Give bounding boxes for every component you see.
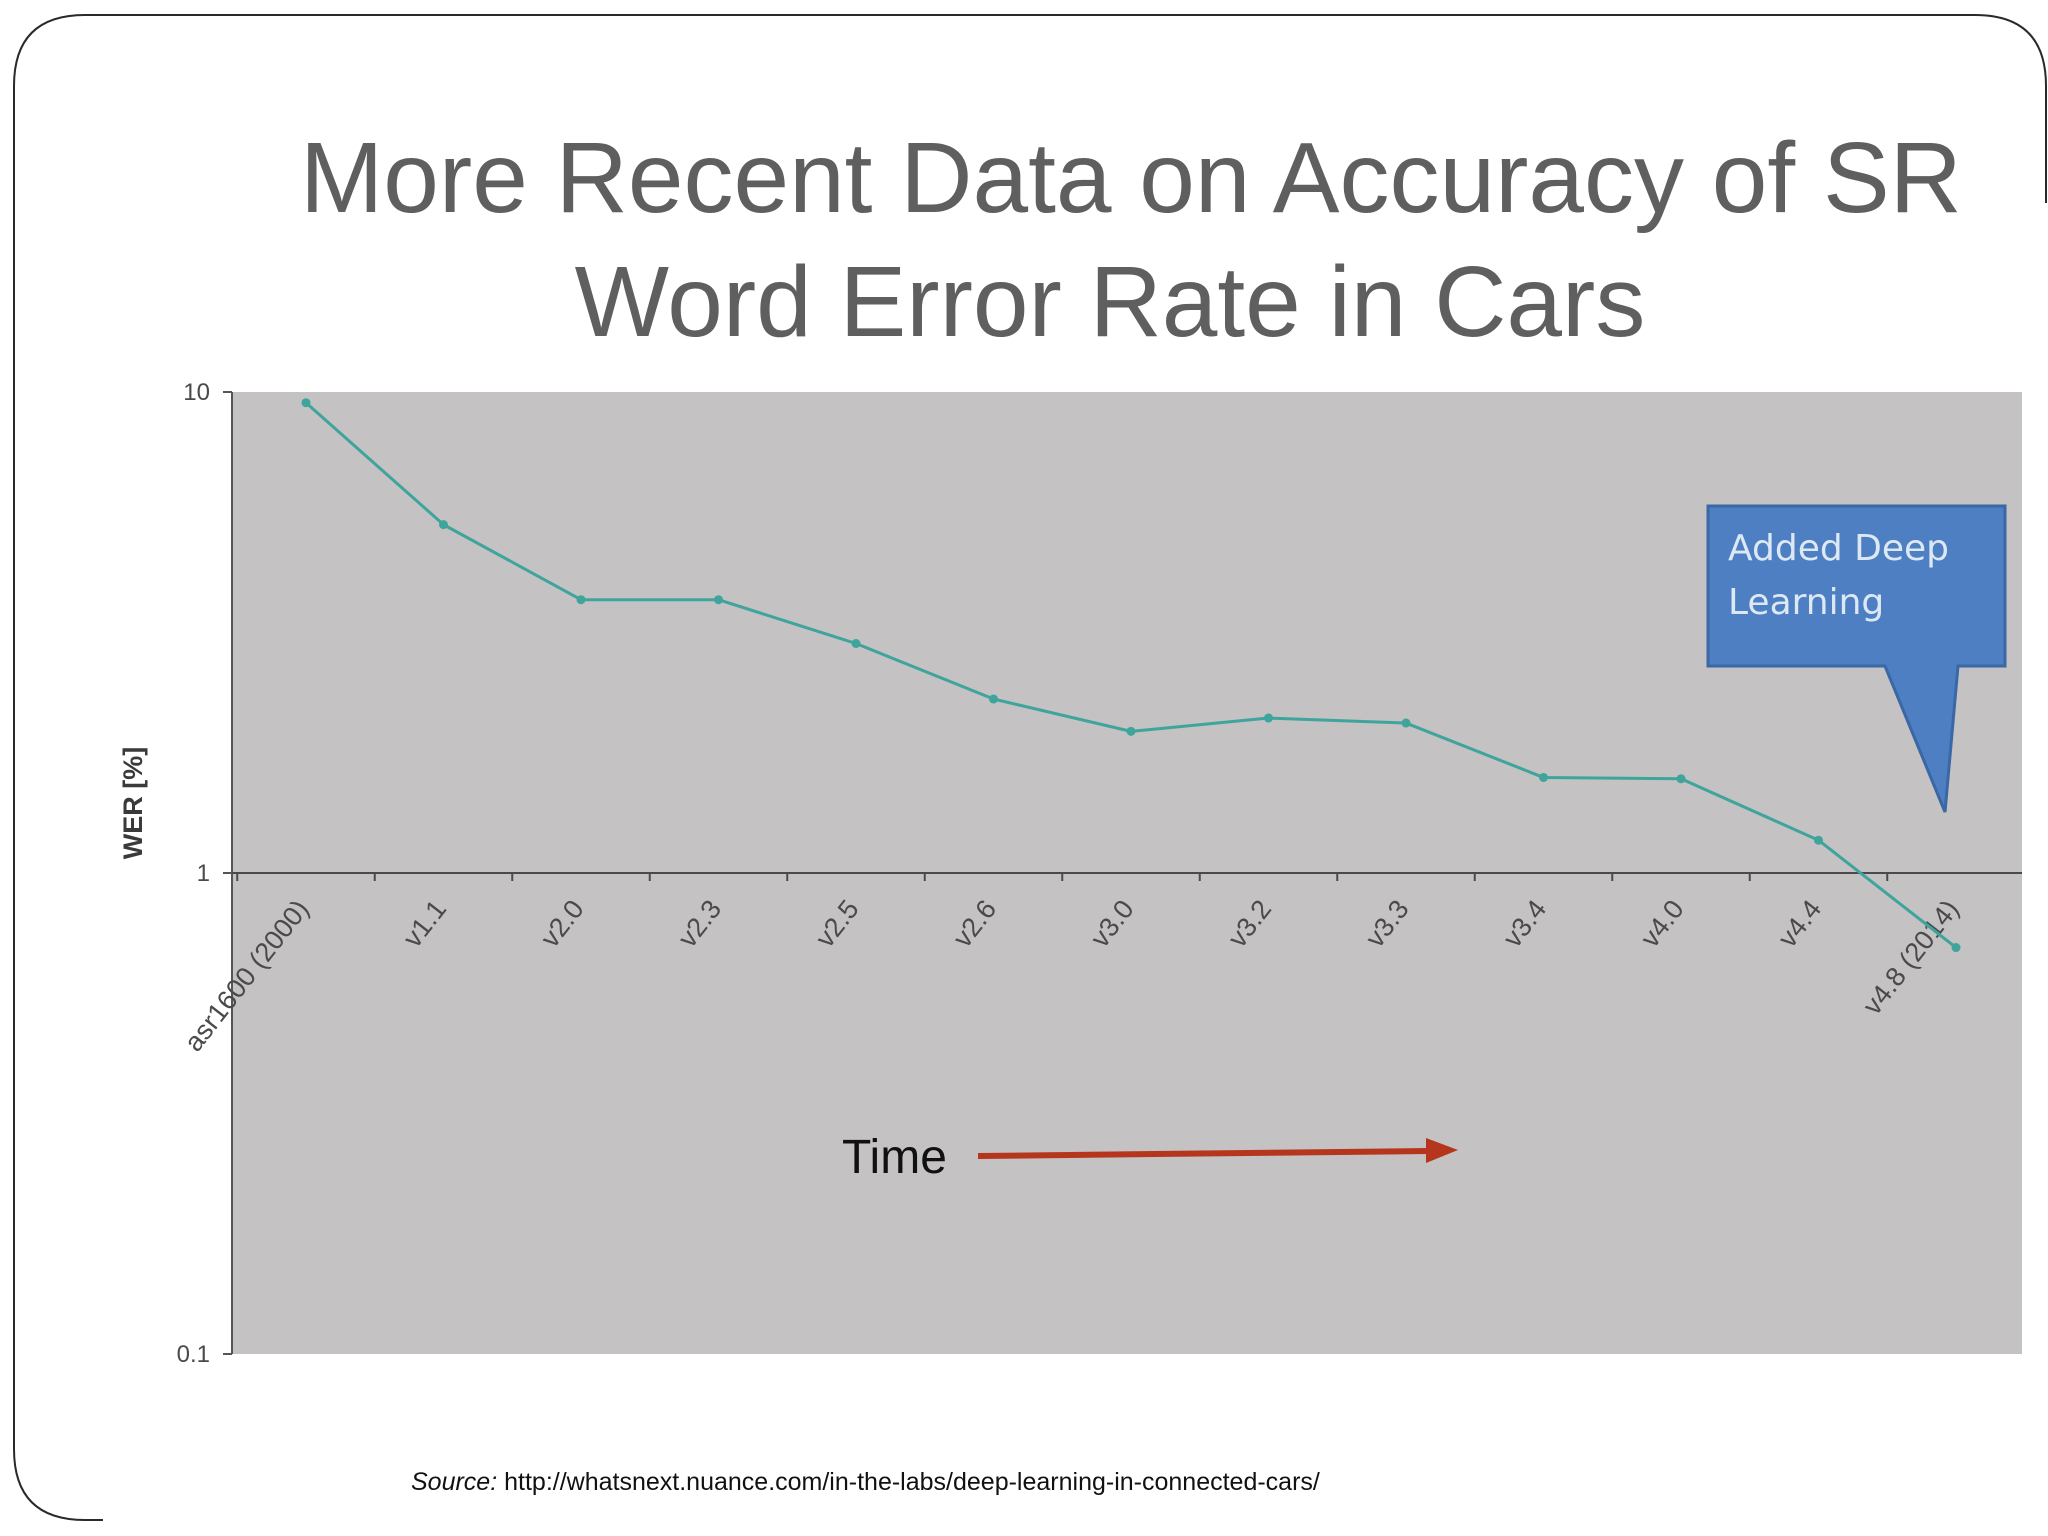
data-point: [1676, 774, 1686, 784]
arrow-shaft: [977, 1148, 1429, 1159]
y-tick-label: 1: [197, 860, 210, 887]
y-axis: 10 1 0.1 WER [%]: [118, 379, 233, 1368]
data-point: [439, 520, 448, 530]
data-point: [1814, 835, 1823, 845]
y-axis-label: WER [%]: [118, 747, 148, 859]
series-layer: [301, 398, 1961, 953]
arrow-head: [1426, 1138, 1458, 1163]
data-point: [851, 639, 861, 649]
data-point: [714, 595, 723, 605]
data-point: [1401, 718, 1411, 728]
callout-box: [1706, 504, 2007, 813]
callout-text-line: Learning: [1728, 582, 1884, 623]
time-arrow: Time: [842, 1131, 1458, 1184]
data-point: [576, 595, 586, 605]
y-tick-label: 10: [183, 379, 210, 406]
data-point: [1264, 713, 1273, 723]
slide-border: [13, 14, 2047, 1521]
source-citation: Source: http://whatsnext.nuance.com/in-t…: [411, 1468, 1320, 1497]
data-point: [989, 694, 998, 704]
source-prefix: Source:: [411, 1468, 498, 1496]
deep-learning-callout: Added Deep Learning: [1706, 504, 2007, 813]
data-point: [1951, 943, 1961, 953]
y-tick-label: 0.1: [177, 1341, 210, 1368]
slide-title-line-2: Word Error Rate in Cars: [574, 246, 1646, 358]
callout-text-line: Added Deep: [1728, 528, 1949, 569]
data-point: [301, 398, 311, 408]
slide-title-line-1: More Recent Data on Accuracy of SR: [300, 122, 1962, 234]
data-point: [1126, 726, 1136, 736]
data-point: [1539, 772, 1548, 782]
time-label: Time: [842, 1131, 947, 1184]
source-url[interactable]: http://whatsnext.nuance.com/in-the-labs/…: [504, 1468, 1320, 1496]
